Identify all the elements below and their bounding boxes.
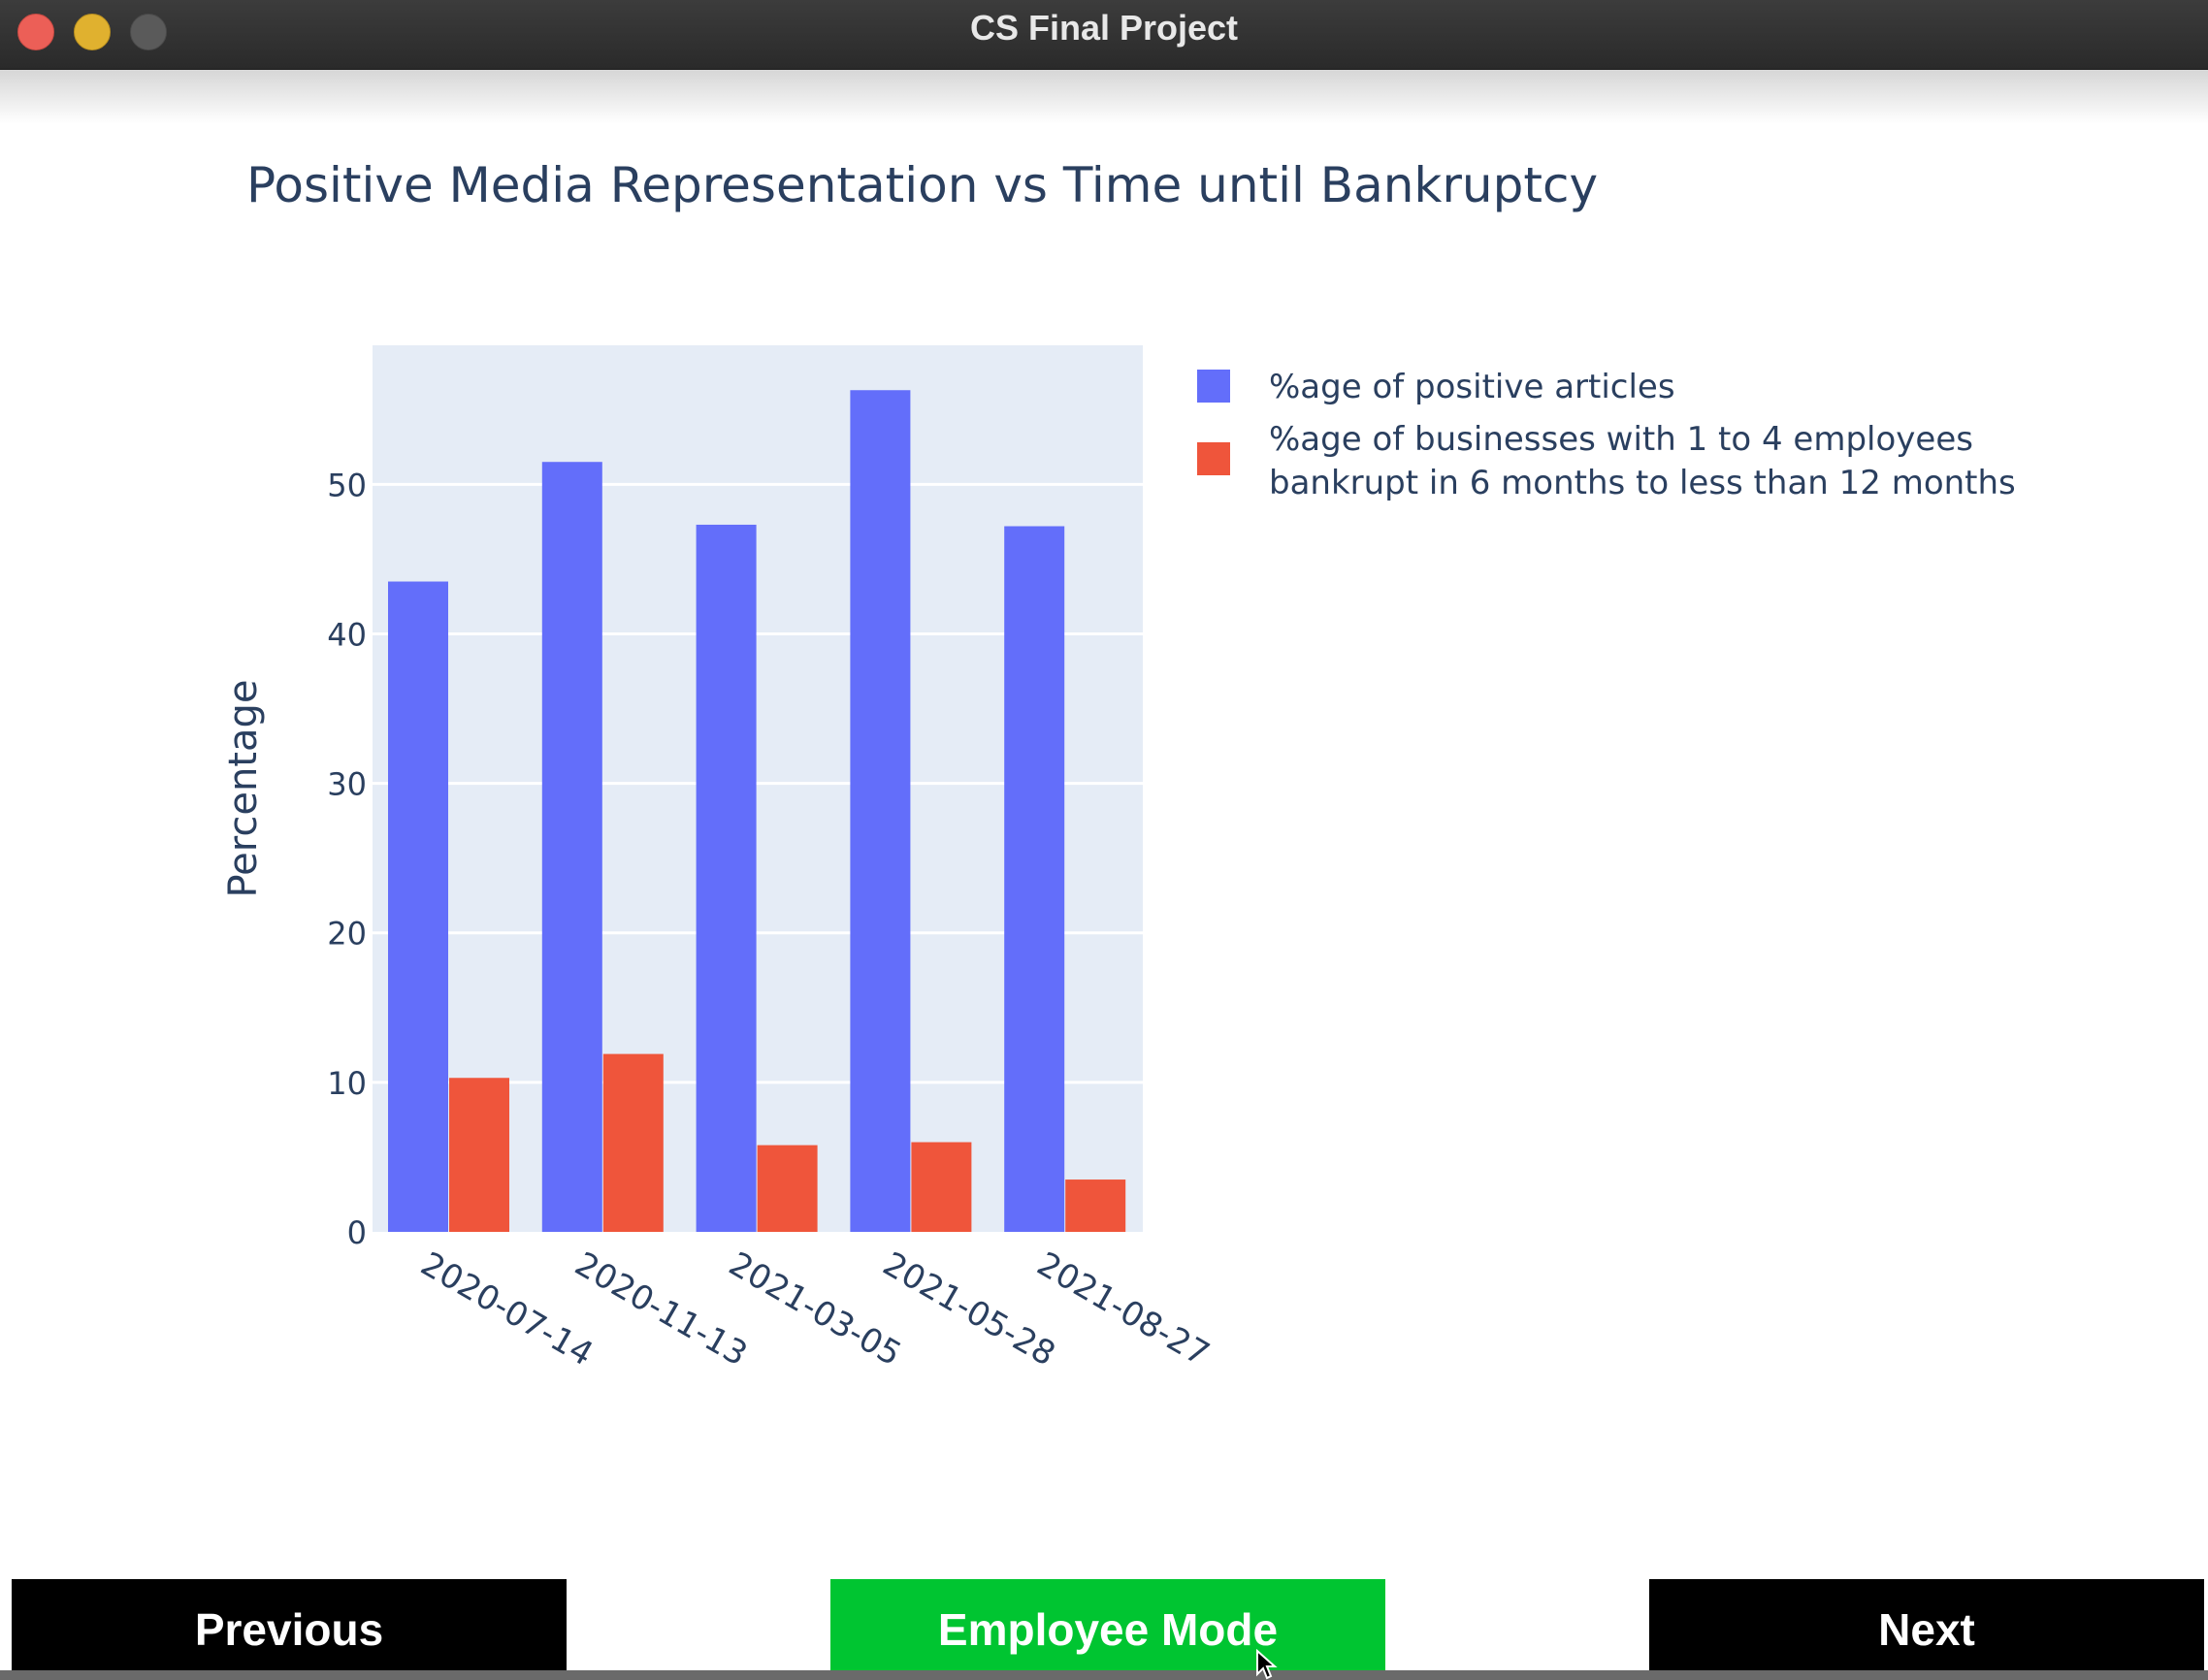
- legend-label-bankrupt-businesses-line-2: bankrupt in 6 months to less than 12 mon…: [1269, 464, 2016, 502]
- y-axis-label: Percentage: [221, 679, 266, 897]
- y-tick-label: 10: [327, 1065, 367, 1102]
- x-tick-label: 2020-11-13: [568, 1244, 754, 1373]
- y-tick-label: 40: [327, 616, 367, 653]
- y-tick-label: 0: [347, 1214, 367, 1251]
- chart-title: Positive Media Representation vs Time un…: [246, 157, 1598, 213]
- bar: [449, 1078, 509, 1232]
- toolbar-shade: [0, 70, 2208, 124]
- bar: [388, 581, 448, 1232]
- window-title: CS Final Project: [969, 8, 1239, 48]
- legend-swatch-bankrupt-businesses: [1197, 442, 1230, 475]
- mouse-cursor-icon: [1256, 1649, 1278, 1680]
- y-tick-label: 50: [327, 467, 367, 503]
- bar: [757, 1145, 818, 1232]
- close-window-button[interactable]: [17, 14, 54, 50]
- bar-chart: 0 10 20 30 40 50 2020-07-142020-11-132021-03-0…: [221, 157, 2016, 1374]
- title-bar: CS Final Project: [0, 0, 2208, 70]
- x-tick-label: 2021-05-28: [876, 1244, 1061, 1373]
- minimize-window-button[interactable]: [74, 14, 111, 50]
- bar: [696, 524, 757, 1232]
- bottom-edge: [0, 1670, 2208, 1680]
- bar: [850, 390, 911, 1232]
- legend-label-bankrupt-businesses-line-1: %age of businesses with 1 to 4 employees: [1269, 420, 1973, 459]
- y-tick-label: 30: [327, 766, 367, 803]
- legend-swatch-positive-articles: [1197, 370, 1230, 403]
- bar: [602, 1053, 664, 1232]
- employee-mode-button[interactable]: Employee Mode: [830, 1579, 1385, 1680]
- bar: [1065, 1179, 1126, 1232]
- x-tick-label: 2021-08-27: [1030, 1244, 1216, 1373]
- maximize-window-button[interactable]: [130, 14, 167, 50]
- next-button[interactable]: Next: [1649, 1579, 2204, 1680]
- bar: [1004, 526, 1065, 1232]
- chart-container: 0 10 20 30 40 50 2020-07-14 2020-11-13 2021-03-0…: [0, 124, 2208, 1579]
- bar: [911, 1142, 972, 1232]
- legend-label-positive-articles: %age of positive articles: [1269, 368, 1675, 406]
- y-tick-label: 20: [327, 916, 367, 953]
- x-tick-label: 2020-07-14: [414, 1244, 600, 1373]
- x-tick-label: 2021-03-05: [723, 1244, 908, 1373]
- previous-button[interactable]: Previous: [12, 1579, 567, 1680]
- bar: [541, 462, 602, 1232]
